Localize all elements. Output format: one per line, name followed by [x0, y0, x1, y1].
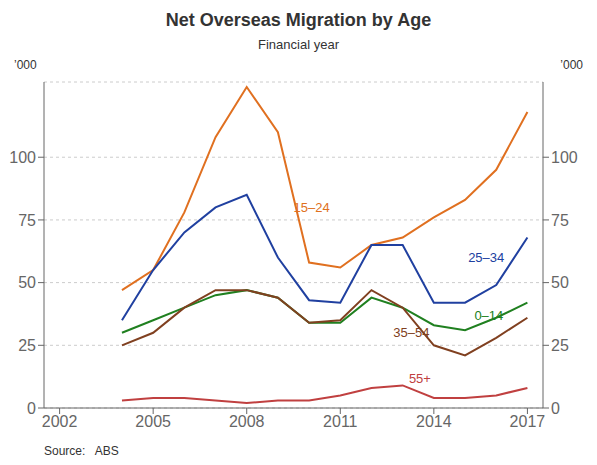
svg-text:55+: 55+ — [409, 371, 431, 386]
svg-text:15–24: 15–24 — [294, 200, 330, 215]
html-text:’000: ’000 — [560, 58, 583, 72]
html-text:Financial year: Financial year — [258, 37, 339, 52]
svg-text:75: 75 — [551, 212, 569, 229]
svg-text:25: 25 — [18, 337, 36, 354]
svg-text:50: 50 — [551, 274, 569, 291]
svg-text:0: 0 — [551, 400, 560, 417]
svg-text:2002: 2002 — [42, 413, 78, 430]
html-text:Source: ABS: Source: ABS — [44, 444, 119, 458]
svg-text:25–34: 25–34 — [468, 250, 504, 265]
svg-text:0: 0 — [27, 400, 36, 417]
svg-text:2014: 2014 — [416, 413, 452, 430]
svg-text:2005: 2005 — [135, 413, 171, 430]
svg-text:0–14: 0–14 — [474, 308, 503, 323]
svg-text:50: 50 — [18, 274, 36, 291]
svg-text:100: 100 — [551, 149, 578, 166]
svg-text:100: 100 — [9, 149, 36, 166]
svg-text:75: 75 — [18, 212, 36, 229]
svg-text:25: 25 — [551, 337, 569, 354]
svg-text:2017: 2017 — [510, 413, 546, 430]
svg-text:2008: 2008 — [229, 413, 265, 430]
svg-text:35–54: 35–54 — [393, 325, 429, 340]
html-text:’000: ’000 — [14, 58, 37, 72]
svg-text:2011: 2011 — [323, 413, 358, 430]
html-text:Net Overseas Migration by Age: Net Overseas Migration by Age — [165, 10, 432, 30]
